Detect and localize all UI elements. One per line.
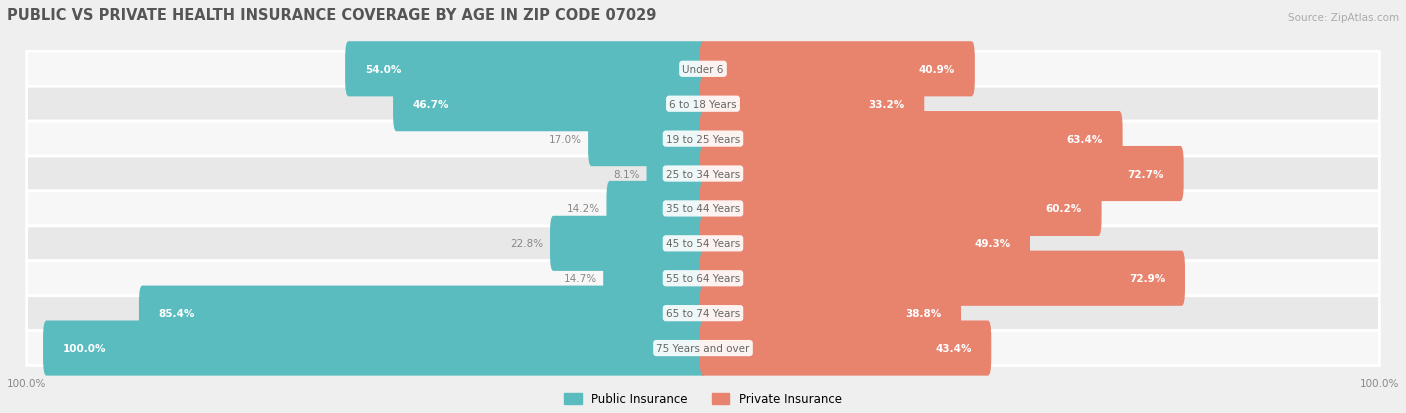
Text: 75 Years and over: 75 Years and over xyxy=(657,343,749,353)
FancyBboxPatch shape xyxy=(27,192,1379,226)
FancyBboxPatch shape xyxy=(588,112,706,167)
FancyBboxPatch shape xyxy=(700,112,1122,167)
Text: 6 to 18 Years: 6 to 18 Years xyxy=(669,100,737,109)
FancyBboxPatch shape xyxy=(139,286,706,341)
FancyBboxPatch shape xyxy=(344,42,706,97)
Text: 19 to 25 Years: 19 to 25 Years xyxy=(666,134,740,144)
FancyBboxPatch shape xyxy=(700,321,991,376)
FancyBboxPatch shape xyxy=(27,331,1379,366)
FancyBboxPatch shape xyxy=(700,42,974,97)
FancyBboxPatch shape xyxy=(27,122,1379,157)
Text: 35 to 44 Years: 35 to 44 Years xyxy=(666,204,740,214)
Text: Under 6: Under 6 xyxy=(682,65,724,75)
Text: 8.1%: 8.1% xyxy=(613,169,640,179)
Text: 14.7%: 14.7% xyxy=(564,273,596,284)
Legend: Public Insurance, Private Insurance: Public Insurance, Private Insurance xyxy=(560,388,846,410)
Text: 17.0%: 17.0% xyxy=(548,134,582,144)
Text: 33.2%: 33.2% xyxy=(869,100,904,109)
Text: 45 to 54 Years: 45 to 54 Years xyxy=(666,239,740,249)
FancyBboxPatch shape xyxy=(700,286,962,341)
Text: 72.9%: 72.9% xyxy=(1129,273,1166,284)
Text: 14.2%: 14.2% xyxy=(567,204,600,214)
Text: 54.0%: 54.0% xyxy=(364,65,401,75)
FancyBboxPatch shape xyxy=(27,226,1379,261)
FancyBboxPatch shape xyxy=(700,181,1101,236)
Text: 72.7%: 72.7% xyxy=(1128,169,1164,179)
Text: 100.0%: 100.0% xyxy=(1360,378,1399,388)
FancyBboxPatch shape xyxy=(27,261,1379,296)
FancyBboxPatch shape xyxy=(700,216,1031,271)
FancyBboxPatch shape xyxy=(700,147,1184,202)
FancyBboxPatch shape xyxy=(603,251,706,306)
Text: 46.7%: 46.7% xyxy=(413,100,450,109)
Text: 43.4%: 43.4% xyxy=(935,343,972,353)
FancyBboxPatch shape xyxy=(700,251,1185,306)
Text: 60.2%: 60.2% xyxy=(1046,204,1081,214)
FancyBboxPatch shape xyxy=(27,87,1379,122)
Text: 49.3%: 49.3% xyxy=(974,239,1011,249)
FancyBboxPatch shape xyxy=(700,77,924,132)
Text: 100.0%: 100.0% xyxy=(7,378,46,388)
Text: 38.8%: 38.8% xyxy=(905,309,942,318)
FancyBboxPatch shape xyxy=(27,157,1379,192)
FancyBboxPatch shape xyxy=(550,216,706,271)
Text: 25 to 34 Years: 25 to 34 Years xyxy=(666,169,740,179)
FancyBboxPatch shape xyxy=(27,296,1379,331)
Text: 65 to 74 Years: 65 to 74 Years xyxy=(666,309,740,318)
Text: 22.8%: 22.8% xyxy=(510,239,544,249)
FancyBboxPatch shape xyxy=(394,77,706,132)
FancyBboxPatch shape xyxy=(606,181,706,236)
FancyBboxPatch shape xyxy=(27,52,1379,87)
Text: Source: ZipAtlas.com: Source: ZipAtlas.com xyxy=(1288,13,1399,23)
Text: 40.9%: 40.9% xyxy=(920,65,955,75)
Text: PUBLIC VS PRIVATE HEALTH INSURANCE COVERAGE BY AGE IN ZIP CODE 07029: PUBLIC VS PRIVATE HEALTH INSURANCE COVER… xyxy=(7,8,657,23)
Text: 55 to 64 Years: 55 to 64 Years xyxy=(666,273,740,284)
FancyBboxPatch shape xyxy=(44,321,706,376)
FancyBboxPatch shape xyxy=(647,147,706,202)
Text: 63.4%: 63.4% xyxy=(1067,134,1102,144)
Text: 100.0%: 100.0% xyxy=(63,343,107,353)
Text: 85.4%: 85.4% xyxy=(159,309,195,318)
